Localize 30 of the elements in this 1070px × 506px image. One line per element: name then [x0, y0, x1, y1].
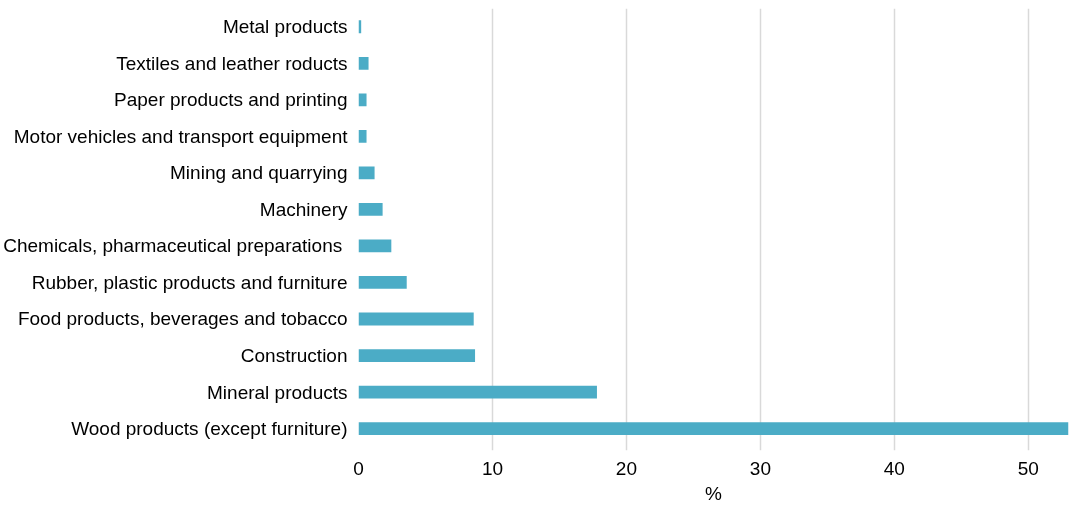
bar: [358, 239, 392, 253]
x-tick-label: 30: [749, 457, 771, 479]
y-tick-label: Motor vehicles and transport equipment: [13, 125, 349, 147]
bar: [358, 166, 375, 180]
x-tick-label: 40: [883, 457, 905, 479]
bar: [358, 385, 597, 399]
y-tick-label: Food products, beverages and tobacco: [17, 308, 348, 330]
y-tick-label: Rubber, plastic products and furniture: [31, 271, 348, 293]
y-tick-label: Chemicals, pharmaceutical preparations: [3, 235, 343, 257]
bar: [358, 56, 369, 70]
y-tick-label: Mineral products: [207, 381, 348, 403]
y-tick-label: Metal products: [222, 16, 348, 38]
bar: [358, 93, 367, 107]
x-tick-label: 0: [353, 457, 364, 479]
bar: [358, 349, 476, 362]
x-tick-label: 50: [1017, 457, 1039, 479]
bar: [358, 422, 1069, 435]
x-tick-label: 10: [481, 457, 504, 479]
y-tick-label: Construction: [240, 345, 348, 367]
bar: [358, 129, 367, 143]
y-tick-label: Machinery: [259, 198, 348, 220]
y-tick-label: Wood products (except furniture): [71, 418, 348, 440]
x-tick-label: 20: [615, 457, 637, 479]
y-tick-label: Mining and quarrying: [170, 162, 348, 184]
y-tick-label: Textiles and leather roducts: [116, 52, 348, 74]
bar: [358, 203, 383, 216]
bar: [358, 312, 474, 326]
y-tick-label: Paper products and printing: [114, 89, 348, 111]
bar: [358, 276, 407, 289]
x-axis-title: %: [705, 482, 723, 504]
